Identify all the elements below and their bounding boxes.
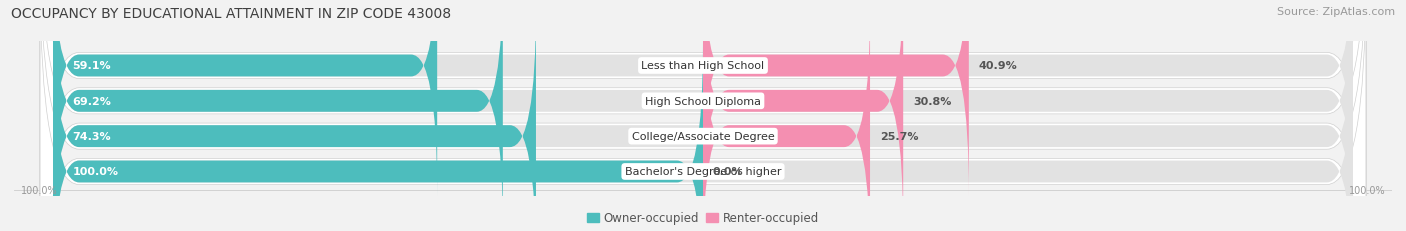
- FancyBboxPatch shape: [53, 0, 437, 196]
- FancyBboxPatch shape: [39, 0, 1367, 231]
- Text: 59.1%: 59.1%: [73, 61, 111, 71]
- Text: 25.7%: 25.7%: [880, 132, 918, 142]
- FancyBboxPatch shape: [39, 0, 1367, 231]
- FancyBboxPatch shape: [39, 0, 1367, 231]
- FancyBboxPatch shape: [39, 0, 1367, 231]
- Text: 30.8%: 30.8%: [912, 96, 952, 106]
- FancyBboxPatch shape: [53, 0, 1353, 231]
- FancyBboxPatch shape: [53, 0, 503, 231]
- Text: Bachelor's Degree or higher: Bachelor's Degree or higher: [624, 167, 782, 177]
- FancyBboxPatch shape: [53, 42, 1353, 231]
- FancyBboxPatch shape: [703, 0, 969, 196]
- Legend: Owner-occupied, Renter-occupied: Owner-occupied, Renter-occupied: [582, 207, 824, 229]
- Text: High School Diploma: High School Diploma: [645, 96, 761, 106]
- Text: 74.3%: 74.3%: [73, 132, 111, 142]
- Text: Less than High School: Less than High School: [641, 61, 765, 71]
- Text: 100.0%: 100.0%: [73, 167, 118, 177]
- Text: Source: ZipAtlas.com: Source: ZipAtlas.com: [1277, 7, 1395, 17]
- FancyBboxPatch shape: [703, 0, 903, 231]
- Text: 100.0%: 100.0%: [21, 186, 58, 196]
- Text: 69.2%: 69.2%: [73, 96, 111, 106]
- Text: OCCUPANCY BY EDUCATIONAL ATTAINMENT IN ZIP CODE 43008: OCCUPANCY BY EDUCATIONAL ATTAINMENT IN Z…: [11, 7, 451, 21]
- Text: College/Associate Degree: College/Associate Degree: [631, 132, 775, 142]
- Text: 0.0%: 0.0%: [713, 167, 744, 177]
- FancyBboxPatch shape: [53, 0, 1353, 196]
- Text: 100.0%: 100.0%: [1348, 186, 1385, 196]
- FancyBboxPatch shape: [53, 7, 1353, 231]
- Text: 40.9%: 40.9%: [979, 61, 1018, 71]
- FancyBboxPatch shape: [53, 7, 536, 231]
- FancyBboxPatch shape: [53, 42, 703, 231]
- FancyBboxPatch shape: [703, 7, 870, 231]
